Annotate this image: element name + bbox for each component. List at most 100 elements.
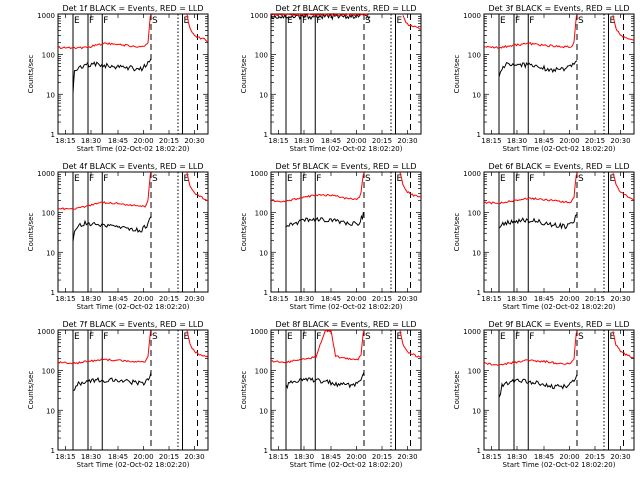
series-lld-line-post [402,15,422,30]
series-lld-line-post [612,331,635,359]
detector-plot-3: Det 3f BLACK = Events, RED = LLD 1 10 100 10… [453,4,635,153]
plot-title: Det 1f BLACK = Events, RED = LLD [62,4,203,13]
x-tick-label: 20:15 [372,453,392,461]
event-marker-label: F [316,174,321,184]
series-lld-line [57,330,152,365]
event-marker-label: E [287,16,293,26]
x-tick-label: 20:30 [610,295,630,303]
y-tick-label: 100 [255,210,268,218]
x-tick-label: 18:30 [507,295,527,303]
x-axis-label: Start Time (02-Oct-02 18:02:20) [503,461,616,469]
series-lld-line-post [612,172,635,200]
x-axis-label: Start Time (02-Oct-02 18:02:20) [290,303,403,311]
plot-title: Det 8f BLACK = Events, RED = LLD [275,320,416,329]
x-tick-label: 20:00 [559,453,579,461]
x-tick-label: 20:30 [184,137,204,145]
x-tick-label: 18:30 [507,453,527,461]
y-tick-label: 1 [51,131,55,139]
event-marker-label: F [103,16,108,26]
event-marker-label: F [529,332,534,342]
y-tick-label: 1 [477,447,481,455]
y-tick-label: 10 [259,91,268,99]
y-tick-label: 1 [264,131,268,139]
y-axis-label: Counts/sec [453,55,461,94]
x-tick-label: 20:00 [559,295,579,303]
event-marker-label: E [610,332,616,342]
series-lld-line-post [186,330,209,359]
plot-frame [57,171,209,293]
event-marker-label: E [397,174,403,184]
y-tick-label: 1000 [250,328,268,336]
x-tick-label: 20:30 [397,137,417,145]
event-marker-label: E [74,332,80,342]
y-tick-label: 1 [477,131,481,139]
x-tick-label: 18:45 [108,295,128,303]
x-tick-label: 18:45 [321,453,341,461]
event-marker-label: E [287,332,293,342]
plot-frame [270,329,422,451]
y-axis-label: Counts/sec [453,371,461,410]
y-tick-label: 1000 [250,170,268,178]
plot-frame [483,171,635,293]
x-tick-label: 18:45 [321,137,341,145]
event-marker-label: F [89,16,94,26]
y-tick-label: 10 [259,249,268,257]
y-axis-label: Counts/sec [240,55,248,94]
x-tick-label: 18:15 [55,453,75,461]
series-events-line [498,213,578,230]
y-tick-label: 10 [259,407,268,415]
detector-plot-4: Det 4f BLACK = Events, RED = LLD 1 10 100 10… [27,162,209,311]
event-marker-label: E [184,16,190,26]
x-tick-label: 18:45 [534,295,554,303]
detector-plot-9: Det 9f BLACK = Events, RED = LLD 1 10 100 10… [453,320,635,469]
series-lld-line-post [186,172,209,202]
y-axis-label: Counts/sec [27,371,35,410]
event-marker-label: F [302,332,307,342]
plot-title: Det 6f BLACK = Events, RED = LLD [488,162,629,171]
y-tick-label: 10 [46,91,55,99]
event-marker-label: E [500,332,506,342]
x-tick-label: 20:00 [346,295,366,303]
x-tick-label: 18:15 [55,295,75,303]
y-axis-label: Counts/sec [453,213,461,252]
y-tick-label: 100 [42,52,55,60]
event-marker-label: S [578,332,584,342]
event-marker-label: F [515,174,520,184]
y-axis-label: Counts/sec [27,55,35,94]
series-lld-line [270,13,369,17]
x-tick-label: 18:30 [81,453,101,461]
event-marker-label: F [316,16,321,26]
y-tick-label: 1000 [463,12,481,20]
y-tick-label: 100 [468,368,481,376]
y-axis-label: Counts/sec [27,213,35,252]
x-tick-label: 18:15 [481,137,501,145]
x-tick-label: 18:30 [507,137,527,145]
series-events-line [72,216,152,242]
plot-title: Det 5f BLACK = Events, RED = LLD [275,162,416,171]
series-events-line [285,372,365,390]
event-marker-label: F [302,16,307,26]
series-lld-line [483,330,578,366]
detector-plot-2: Det 2f BLACK = Events, RED = LLD 1 10 100 10… [240,4,422,153]
x-tick-label: 18:15 [268,137,288,145]
event-marker-label: F [103,174,108,184]
y-tick-label: 10 [46,407,55,415]
x-tick-label: 18:30 [294,453,314,461]
y-tick-label: 1 [51,447,55,455]
detector-plot-6: Det 6f BLACK = Events, RED = LLD 1 10 100 10… [453,162,635,311]
series-lld-line [270,328,365,364]
plot-frame [57,329,209,451]
series-lld-line-post [399,330,422,359]
x-tick-label: 18:15 [268,453,288,461]
x-tick-label: 18:45 [534,137,554,145]
x-tick-label: 20:15 [159,295,179,303]
x-tick-label: 20:00 [133,453,153,461]
event-marker-label: E [397,332,403,342]
event-marker-label: F [302,174,307,184]
x-tick-label: 18:30 [294,137,314,145]
x-tick-label: 18:45 [108,137,128,145]
event-marker-label: E [610,16,616,26]
x-tick-label: 18:45 [321,295,341,303]
event-marker-label: F [316,332,321,342]
